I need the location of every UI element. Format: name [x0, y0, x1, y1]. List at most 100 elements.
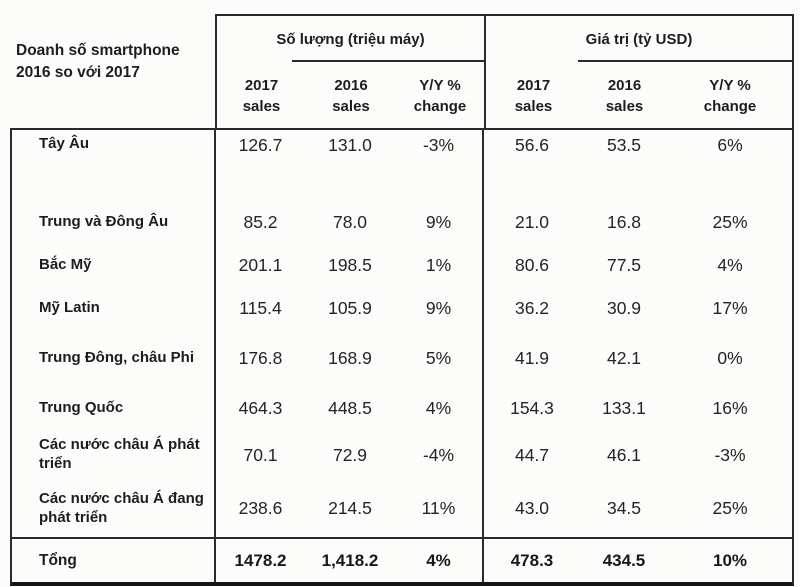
quantity-subheaders: 2017 sales 2016 sales Y/Y % change — [217, 62, 484, 130]
col-header-qty-2017-sales: 2017 sales — [217, 62, 306, 130]
totals-qty-yy: 4% — [395, 539, 484, 582]
table-title-line1: Doanh số smartphone — [16, 42, 180, 59]
val-yy-change: 25% — [712, 211, 748, 232]
value-subheaders: 2017 sales 2016 sales Y/Y % change — [486, 62, 792, 130]
qty-yy-change: 4% — [395, 386, 484, 430]
col-header-change: change — [413, 97, 467, 115]
col-header-sales: sales — [242, 97, 281, 115]
quantity-group-label: Số lượng (triệu máy) — [217, 16, 484, 62]
region-label: Bắc Mỹ — [12, 244, 216, 286]
val-2016-value: 46.1 — [606, 444, 642, 465]
val-2017-value: 36.2 — [514, 297, 550, 318]
qty-yy-change: 9% — [395, 286, 484, 330]
region-label: Trung Quốc — [12, 386, 216, 430]
table-title: Doanh số smartphone 2016 so với 2017 — [16, 40, 212, 85]
col-header-year: 2016 — [334, 76, 368, 94]
totals-label: Tổng — [12, 539, 216, 582]
qty-2017-value: 201.1 — [238, 254, 283, 275]
data-table: Tây Âu 126.7 131.0 -3% 56.6 53.5 6% Trun… — [10, 128, 794, 586]
totals-val-yy: 10% — [712, 550, 748, 570]
val-yy-change: 0% — [717, 347, 743, 368]
table-row-my-latin: Mỹ Latin 115.4 105.9 9% 36.2 30.9 17% — [12, 286, 792, 330]
col-header-qty-yy-change: Y/Y % change — [396, 62, 484, 130]
col-header-sales: sales — [332, 97, 370, 115]
column-group-header: Số lượng (triệu máy) 2017 sales 2016 sal… — [215, 14, 794, 128]
val-2017-value: 41.9 — [514, 347, 550, 368]
table-row-tay-au: Tây Âu 126.7 131.0 -3% 56.6 53.5 6% — [12, 130, 792, 200]
table-row-totals: Tổng 1478.2 1,418.2 4% 478.3 434.5 10% — [12, 537, 792, 582]
val-yy-change: 16% — [712, 397, 748, 418]
qty-2016-value: 78.0 — [332, 211, 368, 232]
table-title-line2: 2016 so với 2017 — [16, 64, 140, 82]
col-header-val-2017-sales: 2017 sales — [486, 62, 581, 130]
table-row-chau-a-phat-trien: Các nước châu Á phát triển 70.1 72.9 -4%… — [12, 430, 792, 480]
val-2017-value: 43.0 — [514, 498, 550, 518]
quantity-group: Số lượng (triệu máy) 2017 sales 2016 sal… — [215, 14, 484, 128]
region-label: Trung Đông, châu Phi — [12, 330, 216, 386]
region-label: Các nước châu Á phát triển — [12, 430, 216, 480]
val-2017-value: 44.7 — [514, 444, 550, 465]
table-row-chau-a-dang-phat-trien: Các nước châu Á đang phát triển 238.6 21… — [12, 480, 792, 537]
val-yy-change: -3% — [714, 444, 746, 465]
col-header-sales: sales — [605, 97, 644, 115]
qty-yy-change: -4% — [395, 430, 484, 480]
qty-2017-value: 85.2 — [243, 211, 278, 232]
qty-2017-value: 238.6 — [238, 498, 283, 518]
val-2016-value: 34.5 — [606, 498, 642, 518]
val-yy-change: 17% — [712, 297, 748, 318]
qty-2016-value: 72.9 — [332, 444, 368, 465]
totals-val-2017: 478.3 — [510, 550, 554, 570]
qty-2016-value: 198.5 — [328, 254, 372, 275]
col-header-yy: Y/Y % — [419, 76, 461, 94]
table-row-trung-dong-chau-phi: Trung Đông, châu Phi 176.8 168.9 5% 41.9… — [12, 330, 792, 386]
qty-2016-value: 131.0 — [328, 135, 372, 155]
qty-yy-change: 11% — [395, 480, 484, 537]
qty-2017-value: 464.3 — [238, 397, 283, 418]
totals-qty-2017: 1478.2 — [234, 550, 287, 570]
val-yy-change: 4% — [717, 254, 743, 275]
col-header-sales: sales — [514, 97, 553, 115]
col-header-qty-2016-sales: 2016 sales — [306, 62, 396, 130]
col-header-val-2016-sales: 2016 sales — [581, 62, 668, 130]
col-header-year: 2016 — [607, 76, 642, 94]
val-2016-value: 16.8 — [606, 211, 642, 232]
val-2016-value: 133.1 — [602, 397, 646, 418]
val-2017-value: 21.0 — [514, 211, 550, 232]
col-header-year: 2017 — [244, 76, 279, 94]
val-2016-value: 77.5 — [606, 254, 642, 275]
qty-yy-change: 9% — [395, 200, 484, 244]
region-label: Các nước châu Á đang phát triển — [12, 480, 216, 537]
col-header-yy: Y/Y % — [709, 76, 751, 94]
qty-2016-value: 105.9 — [328, 297, 372, 318]
val-yy-change: 25% — [712, 498, 748, 518]
val-2017-value: 80.6 — [514, 254, 550, 275]
qty-2016-value: 448.5 — [328, 397, 372, 418]
table-row-bac-my: Bắc Mỹ 201.1 198.5 1% 80.6 77.5 4% — [12, 244, 792, 286]
qty-2017-value: 126.7 — [238, 135, 283, 155]
val-2016-value: 53.5 — [606, 135, 642, 155]
qty-yy-change: 5% — [395, 330, 484, 386]
qty-2017-value: 176.8 — [238, 347, 283, 368]
value-group: Giá trị (tỷ USD) 2017 sales 2016 sales Y… — [484, 14, 794, 128]
region-label: Tây Âu — [12, 130, 216, 200]
region-label: Trung và Đông Âu — [12, 200, 216, 244]
val-2017-value: 56.6 — [514, 135, 550, 155]
table-row-trung-quoc: Trung Quốc 464.3 448.5 4% 154.3 133.1 16… — [12, 386, 792, 430]
qty-yy-change: 1% — [395, 244, 484, 286]
val-yy-change: 6% — [717, 135, 743, 155]
qty-2017-value: 115.4 — [239, 297, 282, 318]
qty-2016-value: 214.5 — [328, 498, 372, 518]
totals-val-2016: 434.5 — [602, 550, 646, 570]
value-group-label: Giá trị (tỷ USD) — [486, 16, 792, 62]
col-header-val-yy-change: Y/Y % change — [668, 62, 792, 130]
qty-2017-value: 70.1 — [243, 444, 278, 465]
col-header-year: 2017 — [516, 76, 551, 94]
region-label: Mỹ Latin — [12, 286, 216, 330]
qty-2016-value: 168.9 — [328, 347, 372, 368]
val-2016-value: 30.9 — [606, 297, 642, 318]
totals-qty-2016: 1,418.2 — [321, 550, 379, 570]
val-2016-value: 42.1 — [606, 347, 642, 368]
qty-yy-change: -3% — [395, 130, 484, 200]
col-header-change: change — [703, 97, 757, 115]
